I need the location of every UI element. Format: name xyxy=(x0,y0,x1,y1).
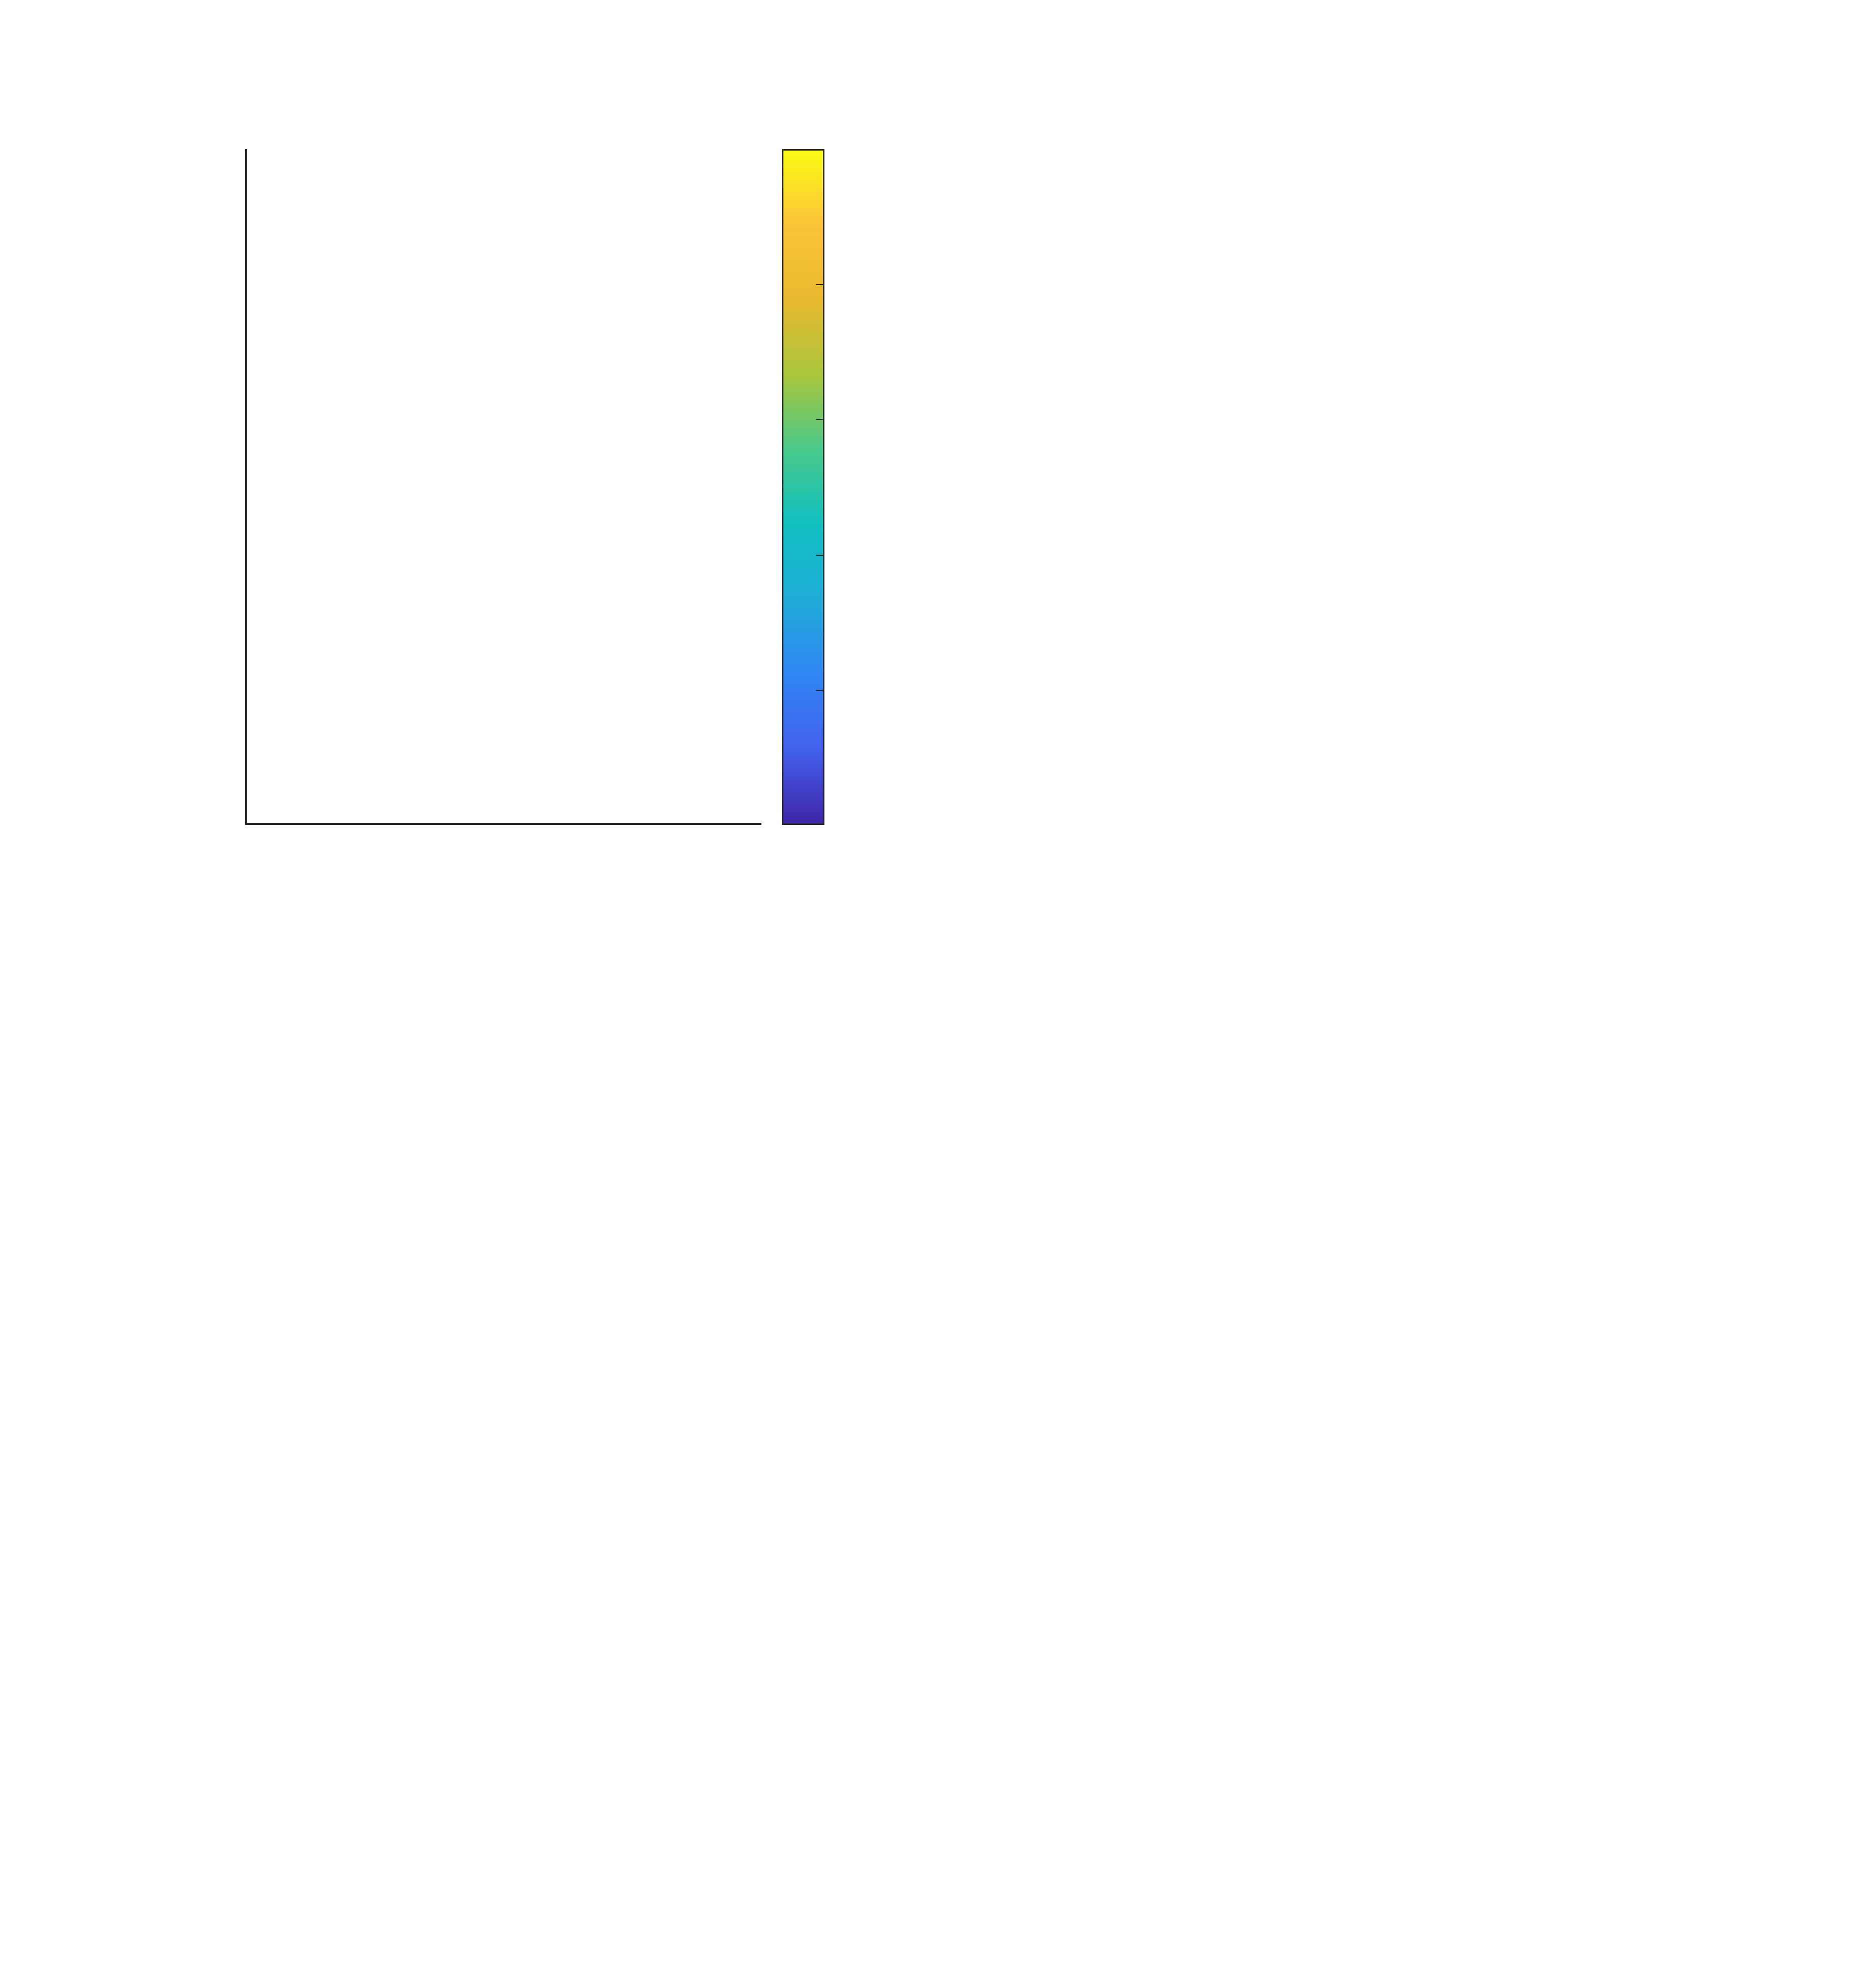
heatmap-canvas xyxy=(247,149,761,823)
colorbar-tick-mark xyxy=(816,689,823,691)
colorbar-tick-mark xyxy=(816,419,823,421)
plot-area[interactable] xyxy=(245,149,761,825)
colorbar-tick-mark xyxy=(816,554,823,556)
colorbar xyxy=(782,149,824,825)
colorbar-tick-mark xyxy=(816,284,823,286)
